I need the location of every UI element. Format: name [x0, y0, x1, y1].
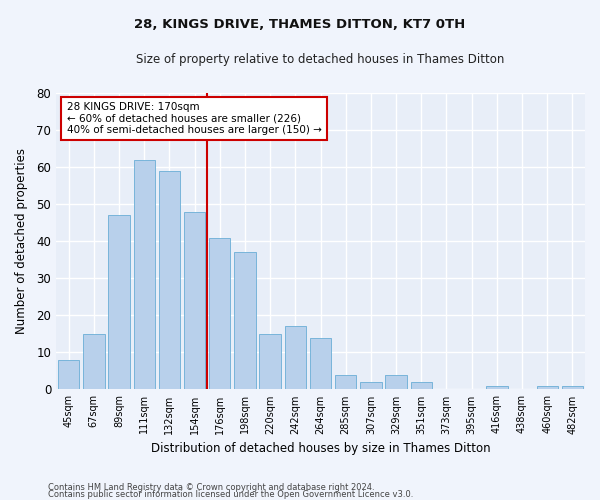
Text: Contains public sector information licensed under the Open Government Licence v3: Contains public sector information licen…: [48, 490, 413, 499]
Bar: [562, 386, 583, 390]
Bar: [83, 334, 104, 390]
Bar: [184, 212, 205, 390]
Bar: [536, 386, 558, 390]
Text: 28 KINGS DRIVE: 170sqm
← 60% of detached houses are smaller (226)
40% of semi-de: 28 KINGS DRIVE: 170sqm ← 60% of detached…: [67, 102, 322, 135]
Title: Size of property relative to detached houses in Thames Ditton: Size of property relative to detached ho…: [136, 52, 505, 66]
Bar: [385, 374, 407, 390]
Bar: [159, 171, 180, 390]
Bar: [259, 334, 281, 390]
Bar: [58, 360, 79, 390]
Bar: [234, 252, 256, 390]
Bar: [109, 216, 130, 390]
Bar: [284, 326, 306, 390]
Y-axis label: Number of detached properties: Number of detached properties: [15, 148, 28, 334]
Text: Contains HM Land Registry data © Crown copyright and database right 2024.: Contains HM Land Registry data © Crown c…: [48, 484, 374, 492]
Bar: [360, 382, 382, 390]
Bar: [335, 374, 356, 390]
Bar: [209, 238, 230, 390]
Bar: [310, 338, 331, 390]
Bar: [134, 160, 155, 390]
Bar: [410, 382, 432, 390]
X-axis label: Distribution of detached houses by size in Thames Ditton: Distribution of detached houses by size …: [151, 442, 490, 455]
Text: 28, KINGS DRIVE, THAMES DITTON, KT7 0TH: 28, KINGS DRIVE, THAMES DITTON, KT7 0TH: [134, 18, 466, 30]
Bar: [486, 386, 508, 390]
